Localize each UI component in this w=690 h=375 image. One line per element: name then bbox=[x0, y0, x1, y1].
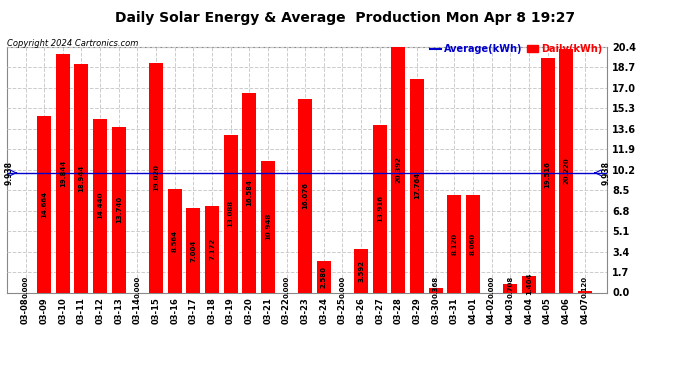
Bar bbox=[466, 195, 480, 292]
Text: 0.000: 0.000 bbox=[489, 275, 495, 298]
Bar bbox=[186, 208, 200, 292]
Text: Copyright 2024 Cartronics.com: Copyright 2024 Cartronics.com bbox=[7, 39, 138, 48]
Bar bbox=[522, 276, 536, 292]
Text: 13.916: 13.916 bbox=[377, 195, 383, 222]
Bar bbox=[373, 125, 387, 292]
Bar bbox=[540, 57, 555, 292]
Bar bbox=[149, 63, 163, 292]
Text: 8.120: 8.120 bbox=[451, 232, 457, 255]
Text: 9.938: 9.938 bbox=[602, 161, 611, 185]
Text: 17.764: 17.764 bbox=[414, 172, 420, 199]
Bar bbox=[112, 127, 126, 292]
Text: 19.516: 19.516 bbox=[544, 162, 551, 189]
Text: 10.948: 10.948 bbox=[265, 213, 271, 240]
Text: 0.368: 0.368 bbox=[433, 275, 439, 297]
Text: 0.000: 0.000 bbox=[284, 275, 290, 298]
Bar bbox=[503, 284, 518, 292]
Text: 14.664: 14.664 bbox=[41, 190, 47, 218]
Bar bbox=[93, 118, 107, 292]
Text: 0.708: 0.708 bbox=[507, 275, 513, 298]
Text: 14.440: 14.440 bbox=[97, 192, 103, 219]
Text: 2.580: 2.580 bbox=[321, 266, 327, 288]
Bar bbox=[168, 189, 181, 292]
Bar bbox=[37, 116, 51, 292]
Text: 9.938: 9.938 bbox=[4, 161, 13, 185]
Bar bbox=[75, 64, 88, 292]
Text: 7.172: 7.172 bbox=[209, 238, 215, 260]
Bar bbox=[205, 206, 219, 292]
Text: 0.000: 0.000 bbox=[23, 275, 28, 298]
Text: 19.020: 19.020 bbox=[153, 165, 159, 192]
Bar bbox=[242, 93, 256, 292]
Text: 0.000: 0.000 bbox=[135, 275, 140, 298]
Bar bbox=[578, 291, 592, 292]
Text: 20.392: 20.392 bbox=[395, 156, 402, 183]
Text: 19.844: 19.844 bbox=[60, 159, 66, 187]
Text: 8.564: 8.564 bbox=[172, 230, 178, 252]
Text: 0.000: 0.000 bbox=[339, 275, 346, 298]
Bar bbox=[224, 135, 237, 292]
Text: 13.088: 13.088 bbox=[228, 200, 234, 227]
Text: 18.944: 18.944 bbox=[79, 165, 84, 192]
Bar bbox=[410, 79, 424, 292]
Text: 7.004: 7.004 bbox=[190, 239, 197, 261]
Text: 16.076: 16.076 bbox=[302, 182, 308, 209]
Text: 16.584: 16.584 bbox=[246, 179, 253, 206]
Bar bbox=[354, 249, 368, 292]
Text: 13.740: 13.740 bbox=[116, 196, 121, 223]
Bar bbox=[447, 195, 462, 292]
Bar bbox=[56, 54, 70, 292]
Text: 3.592: 3.592 bbox=[358, 260, 364, 282]
Bar bbox=[428, 288, 443, 292]
Legend: Average(kWh), Daily(kWh): Average(kWh), Daily(kWh) bbox=[430, 44, 602, 54]
Text: 1.404: 1.404 bbox=[526, 273, 532, 295]
Text: 0.120: 0.120 bbox=[582, 275, 588, 297]
Bar bbox=[317, 261, 331, 292]
Text: Daily Solar Energy & Average  Production Mon Apr 8 19:27: Daily Solar Energy & Average Production … bbox=[115, 11, 575, 25]
Text: 20.220: 20.220 bbox=[563, 158, 569, 184]
Bar bbox=[391, 47, 406, 292]
Bar bbox=[298, 99, 312, 292]
Bar bbox=[559, 49, 573, 292]
Text: 8.060: 8.060 bbox=[470, 233, 476, 255]
Bar bbox=[261, 160, 275, 292]
